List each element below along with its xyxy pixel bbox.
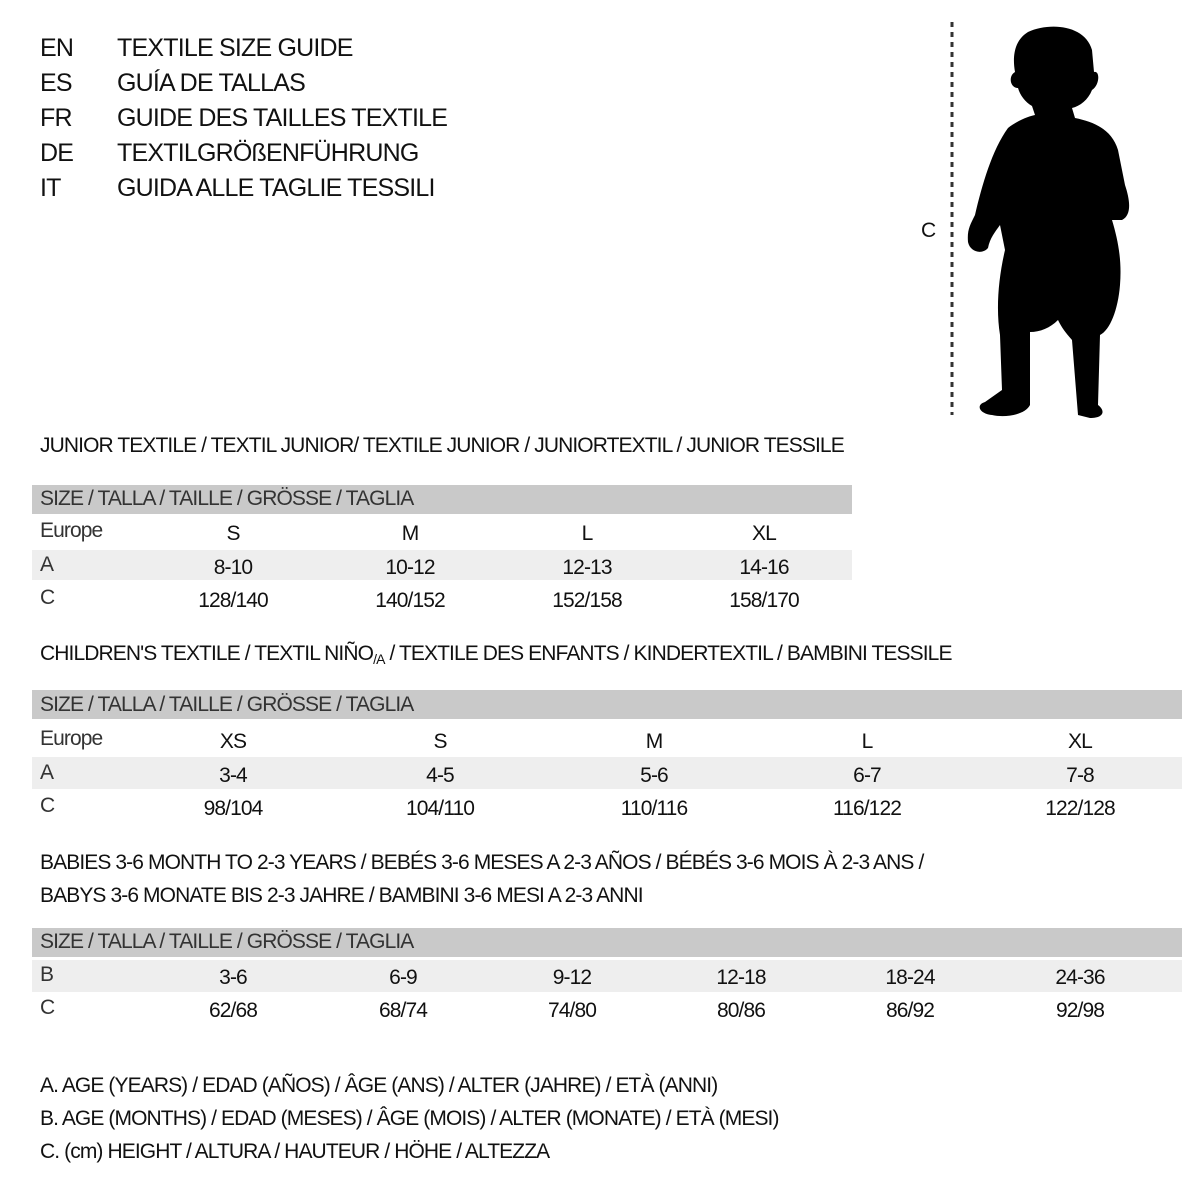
row-label: C <box>40 586 55 609</box>
title-part: CHILDREN'S TEXTILE / TEXTIL NIÑO <box>40 642 374 665</box>
row-label: C <box>40 996 55 1019</box>
child-silhouette-icon <box>950 22 1130 418</box>
table-cell: 6-9 <box>389 966 418 989</box>
section-title-junior: JUNIOR TEXTILE / TEXTIL JUNIOR/ TEXTILE … <box>40 434 845 457</box>
table-cell: 68/74 <box>378 999 428 1022</box>
table-cell: 74/80 <box>547 999 597 1022</box>
table-cell: 98/104 <box>203 797 264 820</box>
legend-item: A. AGE (YEARS) / EDAD (AÑOS) / ÂGE (ANS)… <box>40 1074 718 1097</box>
table-cell: 128/140 <box>198 589 269 612</box>
table-cell: 62/68 <box>208 999 258 1022</box>
table-cell: 9-12 <box>552 966 592 989</box>
title-text: GUÍA DE TALLAS <box>117 69 306 97</box>
table-cell: 116/122 <box>832 797 902 820</box>
title-subscript: /A <box>373 651 385 667</box>
table-cell: S <box>226 522 240 545</box>
title-text: TEXTILGRÖßENFÜHRUNG <box>117 139 419 167</box>
section-title-babies-line1: BABIES 3-6 MONTH TO 2-3 YEARS / BEBÉS 3-… <box>40 851 924 874</box>
table-cell: S <box>433 730 447 753</box>
size-header-bar <box>32 690 1182 719</box>
row-label: Europe <box>40 519 103 542</box>
table-cell: 18-24 <box>885 966 935 989</box>
table-cell: L <box>861 730 874 753</box>
alt-row-bg <box>32 550 852 580</box>
legend-item: B. AGE (MONTHS) / EDAD (MESES) / ÂGE (MO… <box>40 1107 779 1130</box>
title-lang-code: FR <box>40 104 73 132</box>
table-cell: 92/98 <box>1055 999 1105 1022</box>
table-cell: XL <box>752 522 777 545</box>
title-part: / TEXTILE DES ENFANTS / KINDERTEXTIL / B… <box>384 642 952 665</box>
table-cell: 6-7 <box>853 764 882 787</box>
title-lang-code: EN <box>40 34 74 62</box>
legend-item: C. (cm) HEIGHT / ALTURA / HAUTEUR / HÖHE… <box>40 1140 550 1163</box>
table-cell: 3-4 <box>219 764 248 787</box>
size-header-label: SIZE / TALLA / TAILLE / GRÖSSE / TAGLIA <box>40 930 414 953</box>
table-cell: M <box>401 522 419 545</box>
table-cell: XS <box>219 730 247 753</box>
table-cell: 3-6 <box>219 966 248 989</box>
size-header-bar <box>32 485 852 514</box>
title-lang-code: IT <box>40 174 61 202</box>
section-title-babies-line2: BABYS 3-6 MONATE BIS 2-3 JAHRE / BAMBINI… <box>40 884 644 907</box>
table-cell: 122/128 <box>1045 797 1116 820</box>
table-cell: 12-18 <box>716 966 766 989</box>
table-cell: L <box>581 522 594 545</box>
title-lang-code: ES <box>40 69 73 97</box>
row-label: A <box>40 553 54 576</box>
row-label: B <box>40 963 54 986</box>
alt-row-bg <box>32 757 1182 789</box>
table-cell: 80/86 <box>716 999 766 1022</box>
table-cell: 110/116 <box>620 797 688 820</box>
table-cell: 158/170 <box>729 589 800 612</box>
table-cell: 12-13 <box>562 556 612 579</box>
row-label: A <box>40 761 54 784</box>
alt-row-bg <box>32 960 1182 992</box>
table-cell: 8-10 <box>213 556 253 579</box>
title-text: GUIDE DES TAILLES TEXTILE <box>117 104 448 132</box>
title-text: GUIDA ALLE TAGLIE TESSILI <box>117 174 435 202</box>
table-cell: 140/152 <box>375 589 446 612</box>
table-cell: 5-6 <box>640 764 669 787</box>
table-cell: 152/158 <box>552 589 623 612</box>
table-cell: M <box>645 730 663 753</box>
table-cell: 86/92 <box>885 999 935 1022</box>
table-cell: 7-8 <box>1066 764 1095 787</box>
size-header-bar <box>32 928 1182 957</box>
row-label: C <box>40 794 55 817</box>
title-text: TEXTILE SIZE GUIDE <box>117 34 353 62</box>
measure-label-c: C <box>921 219 936 242</box>
size-header-label: SIZE / TALLA / TAILLE / GRÖSSE / TAGLIA <box>40 693 414 716</box>
title-lang-code: DE <box>40 139 74 167</box>
size-header-label: SIZE / TALLA / TAILLE / GRÖSSE / TAGLIA <box>40 487 414 510</box>
table-cell: 14-16 <box>739 556 789 579</box>
section-title-children: CHILDREN'S TEXTILE / TEXTIL NIÑO/A / TEX… <box>40 643 952 666</box>
table-cell: 24-36 <box>1055 966 1105 989</box>
table-cell: 10-12 <box>385 556 435 579</box>
table-cell: 104/110 <box>405 797 475 820</box>
table-cell: XL <box>1068 730 1093 753</box>
table-cell: 4-5 <box>426 764 455 787</box>
row-label: Europe <box>40 727 103 750</box>
